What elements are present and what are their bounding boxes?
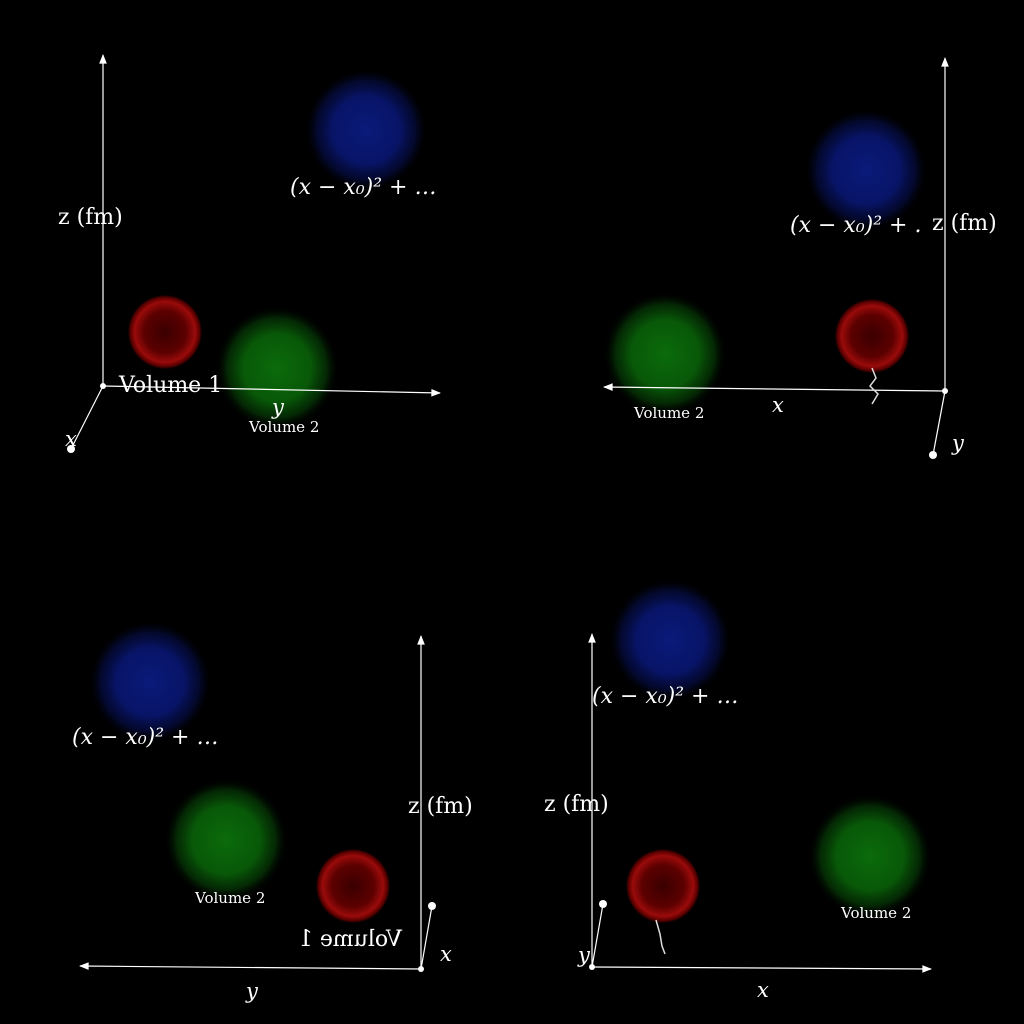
volume-2-sphere <box>164 778 288 902</box>
origin-dot <box>942 388 948 394</box>
volume-3-sphere <box>608 578 732 702</box>
x-axis-end-dot <box>67 445 75 453</box>
formula-label: (x − x₀)² + … <box>290 175 436 200</box>
y-axis-line <box>102 385 441 397</box>
volume-1-label: Volume 1 <box>118 373 222 398</box>
volume-1-sphere <box>625 848 701 924</box>
formula-label: (x − x₀)² + . <box>790 213 921 238</box>
volume-2-label: Volume 2 <box>633 404 704 422</box>
volume-2-label: Volume 2 <box>248 418 319 436</box>
y-axis-line <box>591 903 604 968</box>
x-axis-line <box>420 905 433 970</box>
volume-2-sphere <box>603 292 727 416</box>
x-axis-end-dot <box>428 902 436 910</box>
z-axis-label: z (fm) <box>58 205 123 230</box>
volume-2-label: Volume 2 <box>840 904 911 922</box>
z-axis-label: z (fm) <box>932 211 997 236</box>
origin-dot <box>418 966 424 972</box>
scribble-mark <box>869 367 879 405</box>
x-axis-label: x <box>772 393 784 417</box>
volume-3-sphere <box>304 68 428 192</box>
formula-label: (x − x₀)² + … <box>72 725 218 750</box>
volume-3-sphere <box>88 620 212 744</box>
y-axis-end-dot <box>599 900 607 908</box>
volume-1-sphere <box>127 294 203 370</box>
y-axis-label: y <box>245 979 259 1003</box>
origin-dot <box>100 383 106 389</box>
formula-label: (x − x₀)² + … <box>592 684 738 709</box>
x-axis-line <box>591 965 932 973</box>
origin-dot <box>589 964 595 970</box>
y-axis-label: y <box>271 395 285 419</box>
volume-2-label: Volume 2 <box>194 889 265 907</box>
volume-1-sphere <box>834 298 910 374</box>
z-axis-label: z (fm) <box>408 794 473 819</box>
y-axis-line <box>79 962 422 970</box>
volume-2-sphere <box>808 794 932 918</box>
panel-bottom-left: (x − x₀)² + … z (fm) Volume 2 Volume 1 x… <box>72 620 473 1003</box>
volume-2-sphere <box>215 306 339 430</box>
panel-top-left: z (fm) (x − x₀)² + … Volume 1 y Volume 2… <box>58 54 441 453</box>
y-axis-label: y <box>951 431 965 455</box>
z-axis-label: z (fm) <box>544 792 609 817</box>
volume-3-sphere <box>804 108 928 232</box>
scribble-mark <box>655 919 666 955</box>
x-axis-line <box>603 383 946 392</box>
panel-top-right: (x − x₀)² + . z (fm) Volume 2 x y <box>603 57 997 459</box>
volume-1-sphere <box>315 848 391 924</box>
y-axis-label: y <box>577 943 591 967</box>
x-axis-label: x <box>757 978 769 1002</box>
x-axis-line <box>70 385 104 450</box>
x-axis-label: x <box>65 427 77 451</box>
y-axis-line <box>932 390 946 456</box>
volume-1-label-mirrored: Volume 1 <box>299 927 403 952</box>
x-axis-label: x <box>440 942 452 966</box>
y-axis-end-dot <box>929 451 937 459</box>
panel-bottom-right: (x − x₀)² + … z (fm) Volume 2 y x <box>544 578 932 1002</box>
